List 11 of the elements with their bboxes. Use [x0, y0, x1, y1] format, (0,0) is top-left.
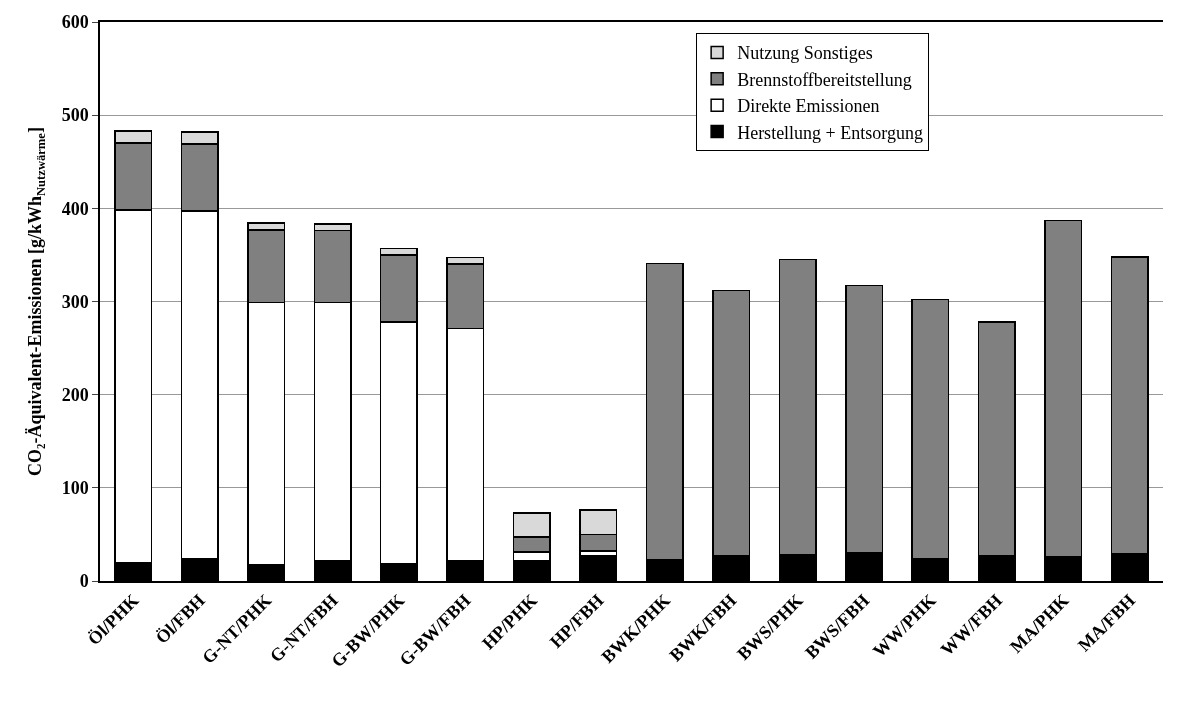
legend-label: Brennstoffbereitstellung [737, 69, 912, 90]
legend-label: Direkte Emissionen [737, 96, 880, 117]
y-tick-label: 100 [61, 478, 89, 499]
y-tick-label: 0 [79, 571, 89, 592]
y-tick-label: 200 [61, 384, 89, 405]
y-tick-label: 500 [61, 105, 89, 126]
y-tick-label: 300 [61, 291, 89, 312]
y-tick-label: 400 [61, 198, 89, 219]
legend-label: Herstellung + Entsorgung [737, 122, 923, 143]
legend-label: Nutzung Sonstiges [737, 43, 873, 64]
y-tick-label: 600 [61, 12, 89, 33]
